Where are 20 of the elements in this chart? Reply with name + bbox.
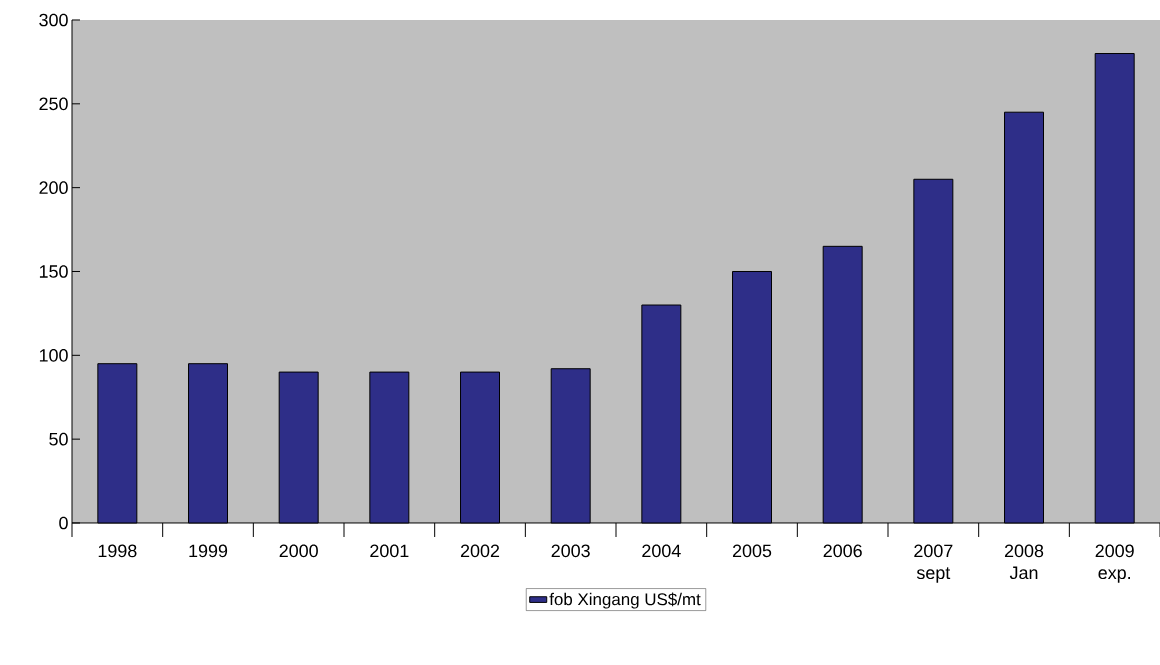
x-tick-label: 2008 Jan (1004, 544, 1044, 580)
x-tick-label: 2004 (642, 544, 681, 558)
y-tick-label: 100 (39, 348, 68, 362)
y-tick-label: 200 (39, 181, 68, 194)
y-tick-label: 300 (39, 13, 68, 27)
x-tick-label: 2007 sept (914, 544, 953, 583)
y-tick-label: 0 (59, 516, 68, 530)
x-tick-label: 2003 (551, 544, 590, 558)
x-tick-label: 2005 (732, 544, 772, 558)
x-tick-label: 2002 (460, 544, 500, 558)
x-tick-label: 2000 (279, 544, 318, 558)
x-tick-label: 1998 (98, 544, 137, 558)
x-tick-label: 1999 (189, 544, 228, 558)
y-tick-label: 250 (39, 97, 68, 111)
legend-label: fob Xingang US$/mt (549, 592, 701, 609)
x-tick-label: 2006 (823, 544, 862, 558)
y-tick-label: 150 (39, 265, 68, 278)
x-tick-label: 2009 exp. (1095, 544, 1134, 583)
y-tick-label: 50 (49, 432, 68, 446)
x-tick-label: 2001 (370, 544, 409, 558)
